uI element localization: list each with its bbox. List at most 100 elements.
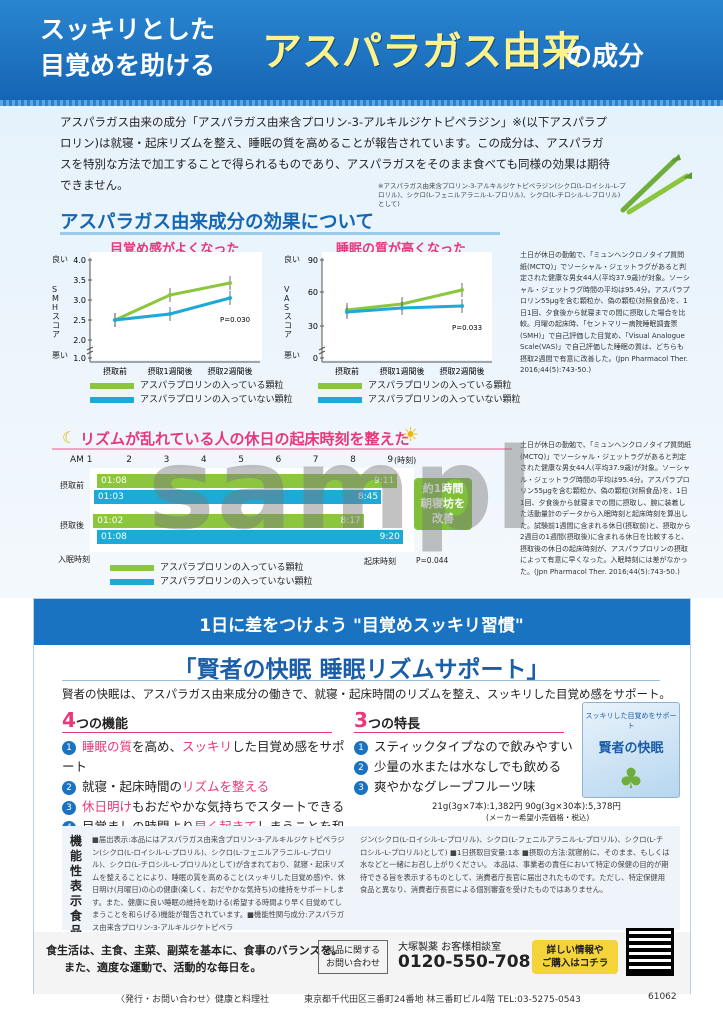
right-bad-label: 悪い <box>284 351 300 360</box>
data-point <box>400 306 404 310</box>
axis-break <box>318 346 326 355</box>
x-tick: 摂取1週間後 <box>379 366 424 376</box>
product-header <box>34 599 690 645</box>
balance-line1: 食生活は、主食、主菜、副菜を基本に、食事のバランスを。 <box>46 944 343 957</box>
axis-break <box>86 346 94 355</box>
legend-with-left: アスパラプロリンの入っている顆粒 <box>90 378 284 391</box>
sun-icon: ☀ <box>402 424 420 446</box>
data-point <box>168 293 172 297</box>
data-point <box>460 304 464 308</box>
right-good-label: 良い <box>284 255 300 264</box>
x-tick: 摂取前 <box>335 366 359 376</box>
sample-watermark: sampl <box>148 425 536 555</box>
header-stripe <box>0 100 723 106</box>
y-tick: 90 <box>308 256 318 265</box>
header-title-suffix: の成分 <box>566 42 645 72</box>
func-item: 3 休日明けもおだやかな気持ちでスタートできる <box>62 797 352 817</box>
moon-icon: ☾ <box>62 428 77 447</box>
doc-code: 61062 <box>648 992 677 1002</box>
time-unit: (時刻) <box>394 456 417 465</box>
y-tick: 2.0 <box>73 336 86 345</box>
legend-with-rhythm: アスパラプロリンの入っている顆粒 <box>110 560 304 573</box>
legend-with-right: アスパラプロリンの入っている顆粒 <box>318 378 512 391</box>
phone-number[interactable]: 0120-550-708 <box>398 952 531 972</box>
product-price: 21g(3g×7本):1,382円 90g(3g×30本):5,378円 <box>432 802 621 812</box>
asparagus-icon <box>620 154 692 215</box>
feat-item: 2 少量の水または水なしでも飲める <box>354 757 574 777</box>
time-tick: 5 <box>238 455 244 465</box>
data-point <box>168 312 172 316</box>
disclosure-right: ジン(シクロ(L-ロイシル-L-プロリル)、シクロ(L-フェニルアラニル-L-プ… <box>360 835 670 894</box>
price-note: (メーカー希望小売価格・税込) <box>486 813 590 822</box>
feat-list: 1 スティックタイプなので飲みやすい 2 少量の水または水なしでも飲める 3 爽やかな… <box>354 737 574 797</box>
func-rule <box>62 732 332 733</box>
time-tick: AM 1 <box>70 455 93 465</box>
y-tick: 60 <box>308 288 318 297</box>
data-point <box>460 288 464 292</box>
legend-without-left: アスパラプロリンの入っていない顆粒 <box>90 392 293 405</box>
company-name: 大塚製薬 お客様相談室 <box>398 942 502 953</box>
p-value: P=0.030 <box>220 316 250 324</box>
improvement-callout: 約1時間 朝寝坊を 改善 <box>414 478 472 530</box>
qr-code[interactable] <box>626 928 674 976</box>
y-tick: 2.5 <box>73 316 86 325</box>
data-point <box>228 281 232 285</box>
left-ylabel: SMHスコア <box>52 285 60 339</box>
data-point <box>228 296 232 300</box>
legend-without-rhythm: アスパラプロリンの入っていない顆粒 <box>110 574 313 587</box>
y-tick: 4.0 <box>73 256 86 265</box>
study-note-2: 土日が休日の勤勉で、「ミュンヘンクロノタイプ質問紙(MCTQ)」でソーシャル・ジ… <box>520 441 692 576</box>
divider <box>62 680 660 681</box>
rhythm-p-value: P=0.044 <box>416 556 449 565</box>
feat-label: つの特長 <box>368 717 421 732</box>
func-item: 1 睡眠の質を高め、スッキリした目覚め感をサポート <box>62 739 345 774</box>
publisher-address: 東京都千代田区三番町24番地 林三番町ビル4階 TEL:03-5275-0543 <box>304 995 581 1005</box>
intro-note: ※アスパラガス由来含プロリン-3-アルキルジケトピペラジン(シクロ(L-ロイシル… <box>378 182 626 208</box>
time-tick: 3 <box>163 455 170 465</box>
time-tick: 6 <box>275 455 282 465</box>
y-tick: 1.0 <box>73 354 86 363</box>
effects-title: アスパラガス由来成分の効果について <box>60 212 374 233</box>
left-good-label: 良い <box>52 255 68 264</box>
rhythm-underline <box>52 448 512 450</box>
time-tick: 2 <box>126 455 133 465</box>
disclosure-box <box>62 826 680 930</box>
feat-item: 3 爽やかなグレープフルーツ味 <box>354 777 574 797</box>
sleep-bar: 01:08 9:11 <box>96 474 398 488</box>
title-underline <box>60 232 500 235</box>
feat-count: 3 <box>354 708 368 732</box>
right-ylabel: VASスコア <box>284 285 292 339</box>
func-item: 2 就寝・起床時間のリズムを整える <box>62 777 352 797</box>
header-line1: スッキリとした <box>40 15 216 44</box>
x-tick: 摂取前 <box>103 366 127 376</box>
feat-rule <box>354 732 564 733</box>
inquiry-box: 製品に関する お問い合わせ <box>318 940 388 974</box>
product-catch: 1日に差をつけよう "目覚めスッキリ習慣" <box>199 616 524 636</box>
y-tick: 3.0 <box>73 296 86 305</box>
more-info-button[interactable]: 詳しい情報や ご購入はコチラ <box>532 940 618 974</box>
left-chart: 4.0 3.5 3.0 2.5 2.0 1.0 摂取前 摂取1週間後 摂取2週間後 P=0.030 <box>73 256 260 376</box>
left-bad-label: 悪い <box>52 351 68 360</box>
header-line2: 目覚めを助ける <box>40 51 216 80</box>
x-tick: 摂取1週間後 <box>147 366 192 376</box>
before-label: 摂取前 <box>60 481 84 490</box>
sleep-bar: 01:08 9:20 <box>96 530 403 544</box>
p-value: P=0.033 <box>452 324 482 332</box>
data-point <box>113 318 117 322</box>
product-box-image: スッキリした目覚めをサポート 賢者の快眠 ♣ <box>582 702 680 798</box>
series-line <box>114 296 231 322</box>
study-note-1: 土日が休日の勤勉で、「ミュンヘンクロノタイプ質問紙(MCTQ)」でソーシャル・ジ… <box>520 251 690 374</box>
bedtime-label: 入眠時刻 <box>58 555 90 564</box>
time-tick: 7 <box>312 455 319 465</box>
x-tick: 摂取2週間後 <box>439 366 484 376</box>
func-count: 4 <box>62 708 76 732</box>
disclosure-left: ■届出表示:本品にはアスパラガス由来含プロリン-3-アルキルジケトピペラジン(シ… <box>92 835 345 932</box>
intro-text: アスパラガス由来の成分「アスパラガス由来含プロリン-3-アルキルジケトピペラジン… <box>60 115 611 192</box>
feat-item: 1 スティックタイプなので飲みやすい <box>354 737 574 757</box>
sleep-bar: 01:02 8:17 <box>93 514 364 528</box>
time-tick: 4 <box>200 455 207 465</box>
y-tick: 0 <box>313 354 318 363</box>
legend-without-right: アスパラプロリンの入っていない顆粒 <box>318 392 521 405</box>
y-tick: 30 <box>308 322 318 331</box>
disclosure-label: 機能性表示食品 <box>70 834 83 938</box>
